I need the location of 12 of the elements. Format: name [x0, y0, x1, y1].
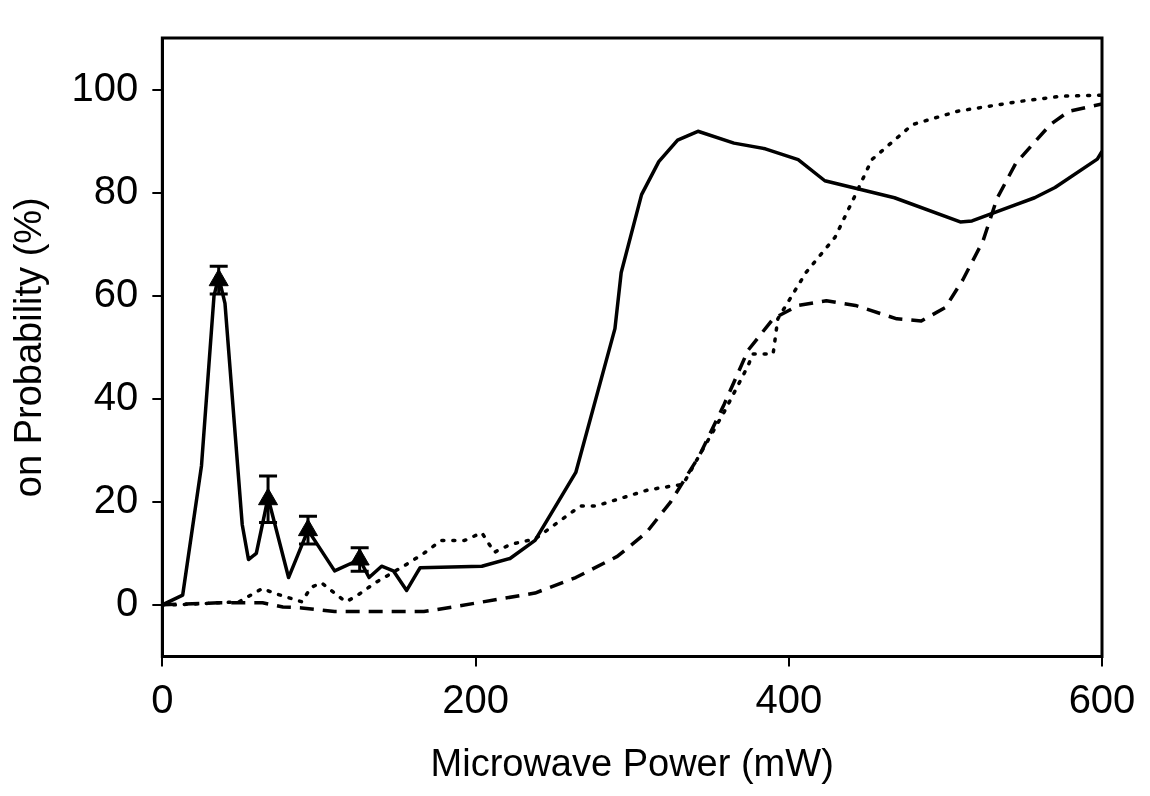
- x-tick-label: 200: [442, 677, 509, 722]
- y-tick-label: 80: [93, 167, 139, 212]
- x-tick-label: 600: [1068, 677, 1136, 722]
- y-tick-label: 60: [93, 270, 139, 315]
- y-tick-label: 0: [116, 579, 139, 624]
- y-axis-title: on Probability (%): [7, 197, 50, 498]
- y-tick-label: 20: [93, 476, 139, 521]
- y-tick-label: 40: [93, 373, 139, 418]
- x-tick-label: 400: [755, 677, 823, 722]
- y-tick-label: 100: [71, 64, 139, 109]
- x-tick-label: 0: [151, 677, 174, 722]
- x-axis-title: Microwave Power (mW): [430, 741, 834, 784]
